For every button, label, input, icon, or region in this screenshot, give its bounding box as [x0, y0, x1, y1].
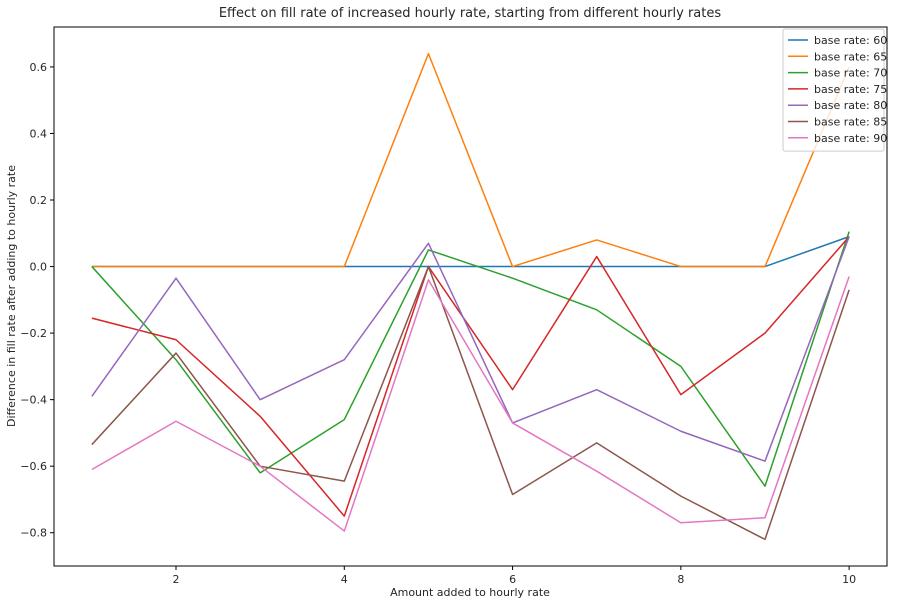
y-tick-label: 0.4: [30, 127, 48, 140]
legend-label: base rate: 90: [814, 132, 887, 145]
x-axis-label: Amount added to hourly rate: [390, 586, 550, 599]
y-tick-label: −0.6: [20, 460, 47, 473]
y-tick-label: 0.6: [30, 61, 48, 74]
chart-title: Effect on fill rate of increased hourly …: [219, 6, 722, 21]
y-tick-label: 0.0: [30, 261, 48, 274]
legend: base rate: 60 base rate: 65 base rate: 70 b…: [782, 28, 887, 152]
x-tick-label: 10: [842, 573, 856, 586]
legend-label: base rate: 80: [814, 99, 887, 112]
y-tick-label: −0.8: [20, 527, 47, 540]
series-line-2: [91, 52, 850, 268]
x-tick-label: 8: [677, 573, 684, 586]
series-line-3: [91, 231, 850, 487]
y-axis: −0.8 −0.6 −0.4 −0.2 0.0 0.2 0.4 0.6: [20, 61, 54, 540]
legend-label: base rate: 60: [814, 34, 887, 47]
x-tick-label: 4: [341, 573, 348, 586]
x-tick-label: 2: [173, 573, 180, 586]
series-group: [91, 52, 850, 541]
legend-label: base rate: 65: [814, 50, 887, 63]
x-axis: 2 4 6 8 10: [173, 566, 856, 586]
legend-label: base rate: 75: [814, 83, 887, 96]
x-tick-label: 6: [509, 573, 516, 586]
series-line-4: [91, 236, 850, 517]
legend-label: base rate: 85: [814, 116, 887, 129]
legend-box: [782, 28, 885, 152]
series-line-6: [91, 265, 850, 541]
y-tick-label: −0.4: [20, 394, 47, 407]
y-tick-label: 0.2: [30, 194, 48, 207]
y-tick-label: −0.2: [20, 327, 47, 340]
series-line-7: [91, 276, 850, 532]
y-axis-label: Difference in fill rate after adding to …: [5, 165, 18, 427]
legend-label: base rate: 70: [814, 67, 887, 80]
plot-frame: [53, 26, 888, 567]
series-line-5: [91, 236, 850, 462]
